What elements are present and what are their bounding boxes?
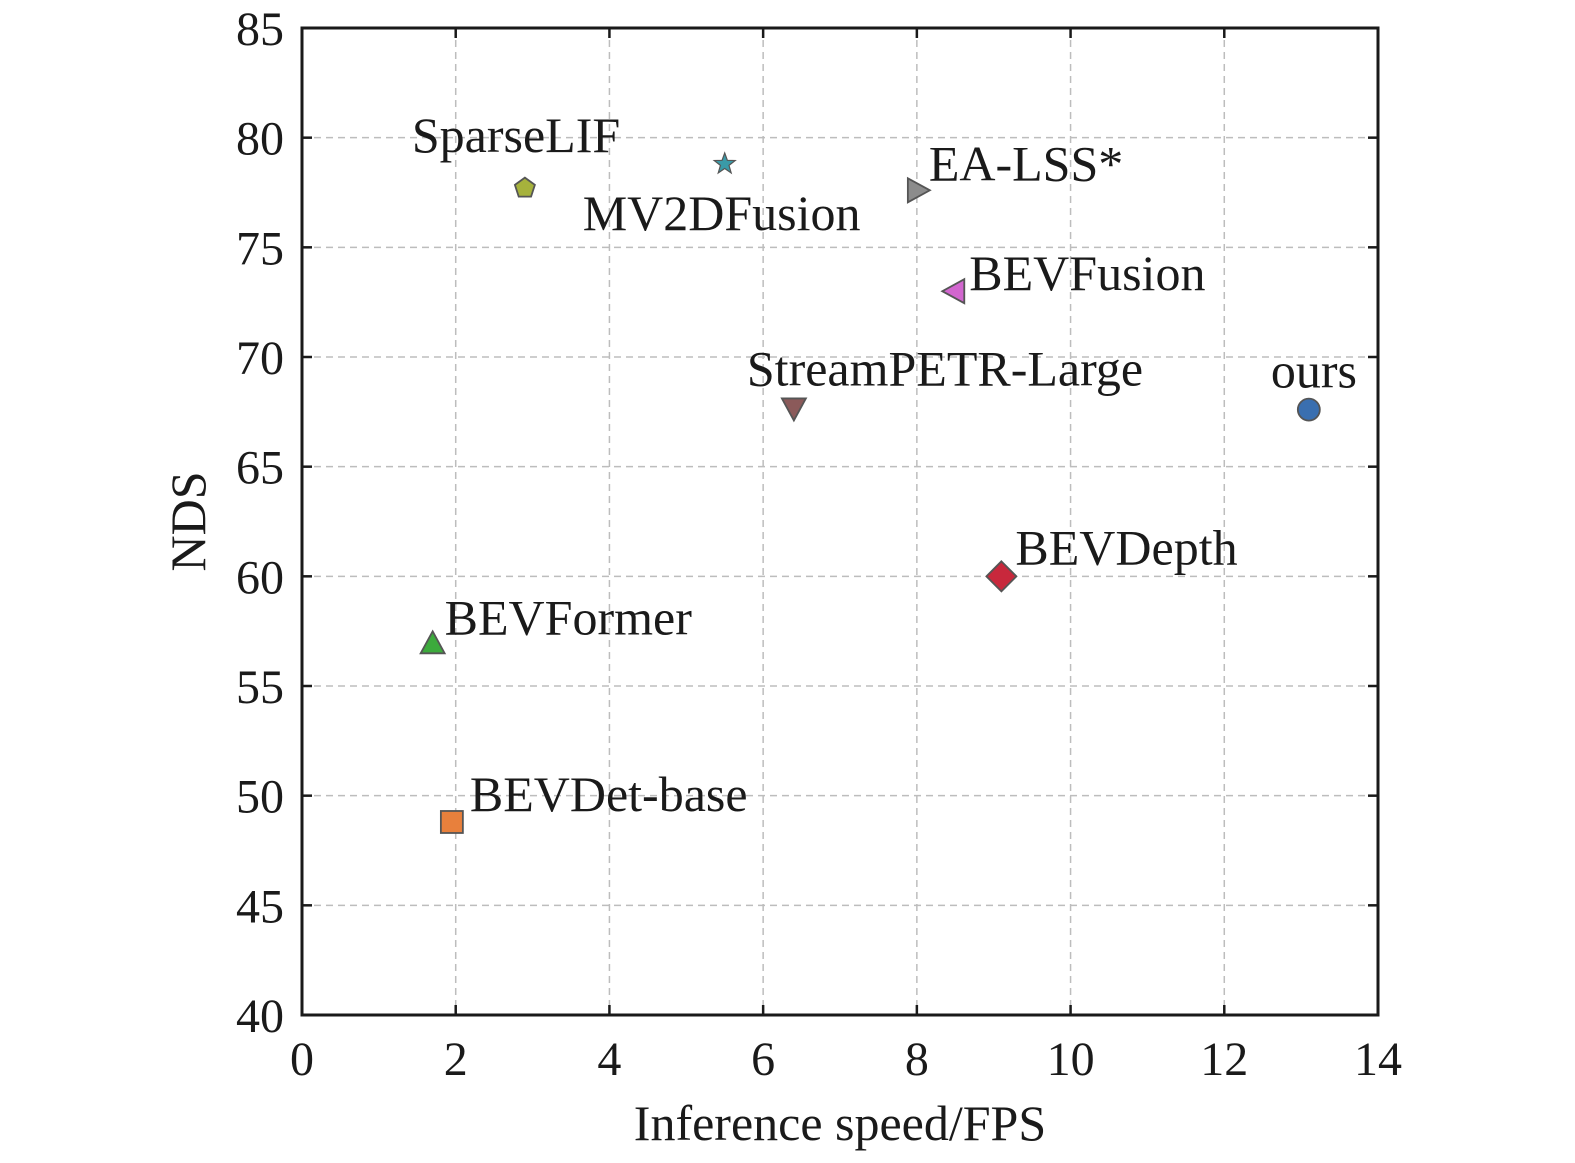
data-point-ea-lss- xyxy=(906,176,932,204)
x-tick-label: 8 xyxy=(905,1033,929,1086)
point-labels: SparseLIF MV2DFusion EA-LSS* BEVFusion Strea… xyxy=(412,107,1357,822)
y-tick-label: 60 xyxy=(236,551,284,604)
x-tick-label: 2 xyxy=(444,1033,468,1086)
data-point-bevdepth xyxy=(985,560,1018,593)
y-axis-title: NDS xyxy=(160,471,216,571)
point-label-bevformer: BEVFormer xyxy=(445,589,693,645)
y-tick-label: 75 xyxy=(236,222,284,275)
data-point-bevfusion xyxy=(940,277,966,305)
y-tick-label: 80 xyxy=(236,113,284,166)
point-label-sparselif: SparseLIF xyxy=(412,107,620,163)
tick-labels: 0 2 4 6 8 10 12 14 40 45 50 55 60 65 70 75 80 85 xyxy=(236,3,1402,1086)
data-point-streampetr-large xyxy=(780,397,808,423)
point-label-bevfusion: BEVFusion xyxy=(969,245,1205,301)
point-label-bevdepth: BEVDepth xyxy=(1015,519,1237,575)
y-tick-label: 85 xyxy=(236,3,284,56)
data-point-bevformer xyxy=(419,629,447,655)
x-tick-label: 10 xyxy=(1047,1033,1095,1086)
data-point-ours xyxy=(1296,397,1321,422)
x-tick-label: 12 xyxy=(1200,1033,1248,1086)
y-tick-label: 50 xyxy=(236,771,284,824)
y-tick-label: 65 xyxy=(236,442,284,495)
x-tick-label: 6 xyxy=(751,1033,775,1086)
y-tick-label: 55 xyxy=(236,661,284,714)
grid xyxy=(302,28,1378,1015)
y-tick-label: 70 xyxy=(236,332,284,385)
x-tick-label: 0 xyxy=(290,1033,314,1086)
axis-ticks xyxy=(300,26,1380,1017)
data-points xyxy=(419,151,1321,834)
point-label-ours: ours xyxy=(1271,343,1357,399)
point-label-streampetr-large: StreamPETR-Large xyxy=(747,340,1143,396)
x-tick-label: 4 xyxy=(597,1033,621,1086)
plot-frame xyxy=(300,26,1380,1017)
data-point-mv2dfusion xyxy=(712,151,737,175)
point-label-bevdet-base: BEVDet-base xyxy=(470,766,748,822)
data-point-sparselif xyxy=(513,176,536,198)
y-tick-label: 45 xyxy=(236,880,284,933)
x-tick-label: 14 xyxy=(1354,1033,1402,1086)
point-label-ea-lss-: EA-LSS* xyxy=(929,135,1123,191)
y-tick-label: 40 xyxy=(236,990,284,1043)
x-axis-title: Inference speed/FPS xyxy=(634,1095,1046,1151)
data-point-bevdet-base xyxy=(439,810,464,834)
point-label-mv2dfusion: MV2DFusion xyxy=(583,185,861,241)
